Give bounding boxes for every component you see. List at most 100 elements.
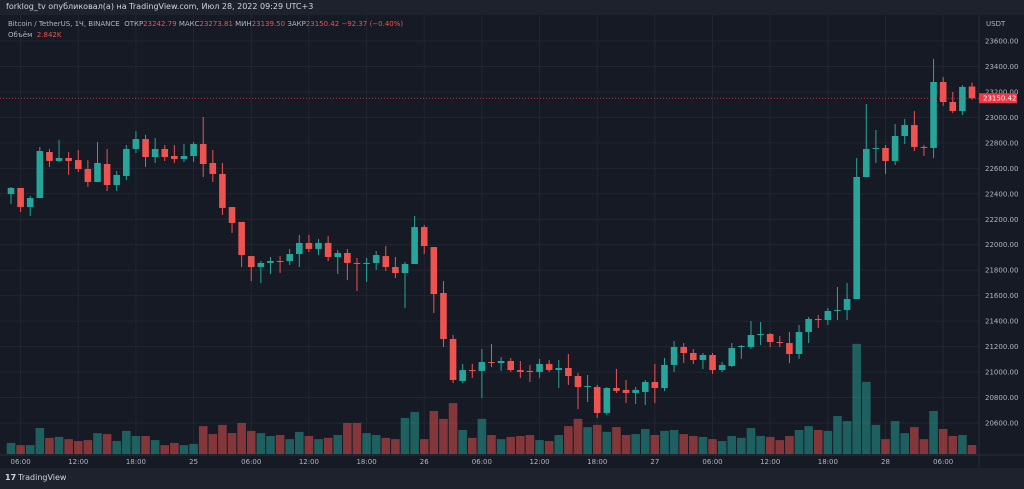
candle[interactable] (882, 145, 889, 174)
candle[interactable] (411, 215, 418, 264)
candle[interactable] (123, 145, 130, 181)
candle[interactable] (247, 256, 255, 282)
candle[interactable] (238, 221, 245, 268)
candle[interactable] (709, 352, 716, 374)
candle[interactable] (699, 352, 707, 370)
candle[interactable] (478, 349, 486, 399)
candle[interactable] (449, 335, 457, 384)
candle[interactable] (46, 148, 53, 167)
candle[interactable] (132, 131, 140, 154)
candle[interactable] (891, 124, 899, 166)
candle[interactable] (939, 77, 947, 106)
candle[interactable] (901, 119, 909, 145)
candle[interactable] (161, 145, 169, 161)
candle[interactable] (180, 144, 188, 162)
candle[interactable] (805, 316, 812, 344)
candle[interactable] (497, 357, 505, 371)
candle[interactable] (584, 375, 591, 403)
candle[interactable] (353, 257, 361, 291)
candle[interactable] (74, 150, 82, 173)
candle[interactable] (795, 324, 803, 359)
candle[interactable] (36, 146, 44, 199)
candle[interactable] (113, 171, 121, 192)
candle[interactable] (55, 139, 63, 162)
candle[interactable] (305, 234, 313, 253)
candle[interactable] (94, 141, 101, 182)
candle[interactable] (334, 249, 342, 275)
candle[interactable] (641, 379, 649, 405)
candle[interactable] (363, 257, 370, 283)
candle[interactable] (959, 85, 966, 115)
candle[interactable] (257, 261, 265, 283)
candle[interactable] (324, 235, 332, 262)
candle[interactable] (911, 111, 918, 152)
symbol-name[interactable]: Bitcoin / TetherUS, 1Ч, BINANCE (8, 20, 120, 28)
candle[interactable] (661, 357, 668, 391)
time-axis[interactable]: 06:00 12:00 18:00 25 06:00 12:00 18:00 26 06:00 1… (11, 458, 954, 466)
candle[interactable] (747, 321, 755, 350)
candle[interactable] (459, 363, 466, 384)
candle[interactable] (968, 82, 976, 100)
candle[interactable] (151, 138, 159, 163)
candle[interactable] (786, 331, 793, 364)
tradingview-logo[interactable]: 17 TradingView (5, 473, 66, 482)
candle[interactable] (526, 364, 534, 383)
candle[interactable] (103, 148, 111, 192)
candle[interactable] (65, 152, 72, 175)
candle[interactable] (872, 130, 880, 163)
candle[interactable] (766, 332, 774, 347)
candle[interactable] (651, 363, 659, 404)
candle[interactable] (276, 256, 284, 274)
candle[interactable] (738, 344, 745, 359)
candle[interactable] (267, 256, 274, 275)
candle[interactable] (7, 187, 15, 204)
candle[interactable] (171, 145, 178, 163)
candle[interactable] (209, 150, 217, 182)
candle[interactable] (690, 349, 697, 364)
candle[interactable] (507, 357, 515, 372)
candle[interactable] (862, 104, 870, 177)
candle[interactable] (430, 247, 438, 313)
candle[interactable] (622, 379, 630, 404)
candle[interactable] (199, 117, 207, 177)
candle[interactable] (593, 384, 601, 419)
candle[interactable] (401, 261, 409, 309)
candle[interactable] (468, 363, 476, 378)
candle[interactable] (853, 158, 860, 299)
candle[interactable] (757, 322, 764, 345)
candle[interactable] (382, 246, 390, 271)
candle[interactable] (17, 187, 24, 213)
candle[interactable] (142, 134, 149, 167)
candle[interactable] (286, 248, 293, 265)
candle[interactable] (949, 91, 957, 114)
candle[interactable] (190, 141, 197, 162)
candle[interactable] (392, 256, 399, 278)
candle[interactable] (930, 58, 937, 159)
candle[interactable] (296, 234, 303, 268)
candle[interactable] (728, 343, 736, 367)
candle[interactable] (834, 287, 841, 321)
candle[interactable] (517, 361, 524, 378)
candle[interactable] (613, 369, 620, 393)
candle[interactable] (219, 162, 226, 215)
candle[interactable] (488, 344, 495, 367)
candle[interactable] (440, 281, 447, 347)
candlestick-chart[interactable]: USDT 23600.00 23400.00 23200.00 23000.00 228… (0, 0, 1024, 468)
candle[interactable] (824, 308, 832, 325)
candle[interactable] (920, 145, 928, 156)
candle[interactable] (632, 386, 639, 405)
candle[interactable] (565, 354, 572, 385)
price-axis[interactable]: USDT 23600.00 23400.00 23200.00 23000.00 228… (985, 20, 1018, 428)
candle[interactable] (84, 160, 92, 187)
candle[interactable] (372, 250, 380, 270)
candle[interactable] (680, 343, 687, 364)
candle[interactable] (603, 386, 611, 415)
candle[interactable] (776, 336, 784, 347)
candle[interactable] (545, 359, 553, 372)
candle[interactable] (26, 195, 34, 216)
candle[interactable] (670, 341, 678, 372)
candle[interactable] (718, 362, 726, 372)
candle[interactable] (420, 225, 428, 255)
candle[interactable] (814, 315, 822, 329)
candle[interactable] (536, 358, 543, 378)
